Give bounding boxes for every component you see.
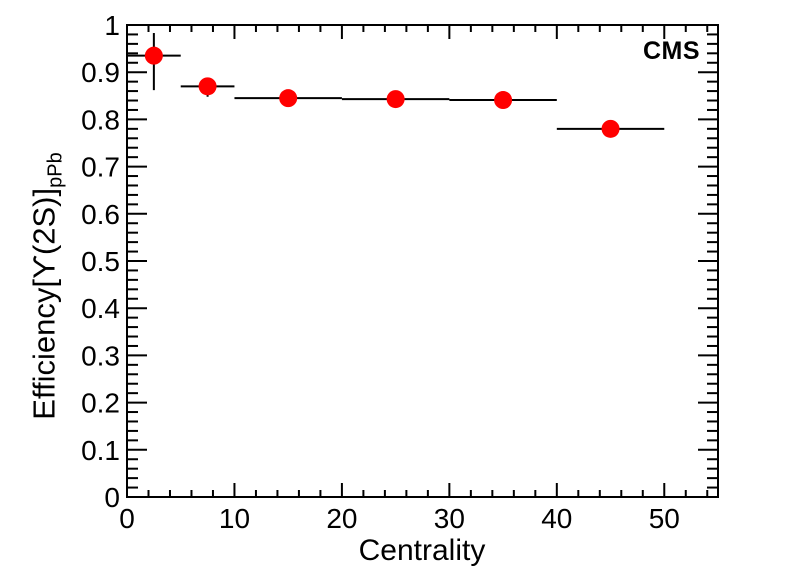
data-point-marker [198, 77, 217, 96]
x-tick-label: 0 [119, 503, 135, 534]
y-tick-label: 0.3 [81, 340, 120, 371]
x-tick-label: 30 [434, 503, 465, 534]
y-tick-label: 0 [104, 482, 120, 513]
y-tick-label: 0.7 [81, 152, 120, 183]
x-tick-label: 50 [649, 503, 680, 534]
y-tick-label: 1 [104, 10, 120, 41]
y-tick-label: 0.2 [81, 388, 120, 419]
y-tick-label: 0.8 [81, 104, 120, 135]
y-axis-title-subscript: pPb [44, 152, 67, 188]
data-point-marker [601, 119, 620, 138]
y-tick-label: 0.5 [81, 246, 120, 277]
data-point-marker [279, 89, 298, 108]
data-point-marker [144, 46, 163, 65]
x-tick-label: 40 [541, 503, 572, 534]
y-axis-title-main: Efficiency[ϒ(2S)] [26, 187, 62, 420]
x-axis-title: Centrality [358, 534, 486, 567]
y-tick-label: 0.6 [81, 199, 120, 230]
y-axis-title: Efficiency[ϒ(2S)]pPb [26, 152, 67, 420]
x-tick-label: 20 [326, 503, 357, 534]
data-point-marker [386, 90, 405, 109]
x-tick-label: 10 [219, 503, 250, 534]
data-point-marker [494, 91, 513, 110]
cms-label: CMS [642, 37, 700, 65]
plot-frame [126, 24, 719, 498]
y-tick-label: 0.4 [81, 293, 120, 324]
y-tick-label: 0.9 [81, 57, 120, 88]
y-tick-label: 0.1 [81, 435, 120, 466]
